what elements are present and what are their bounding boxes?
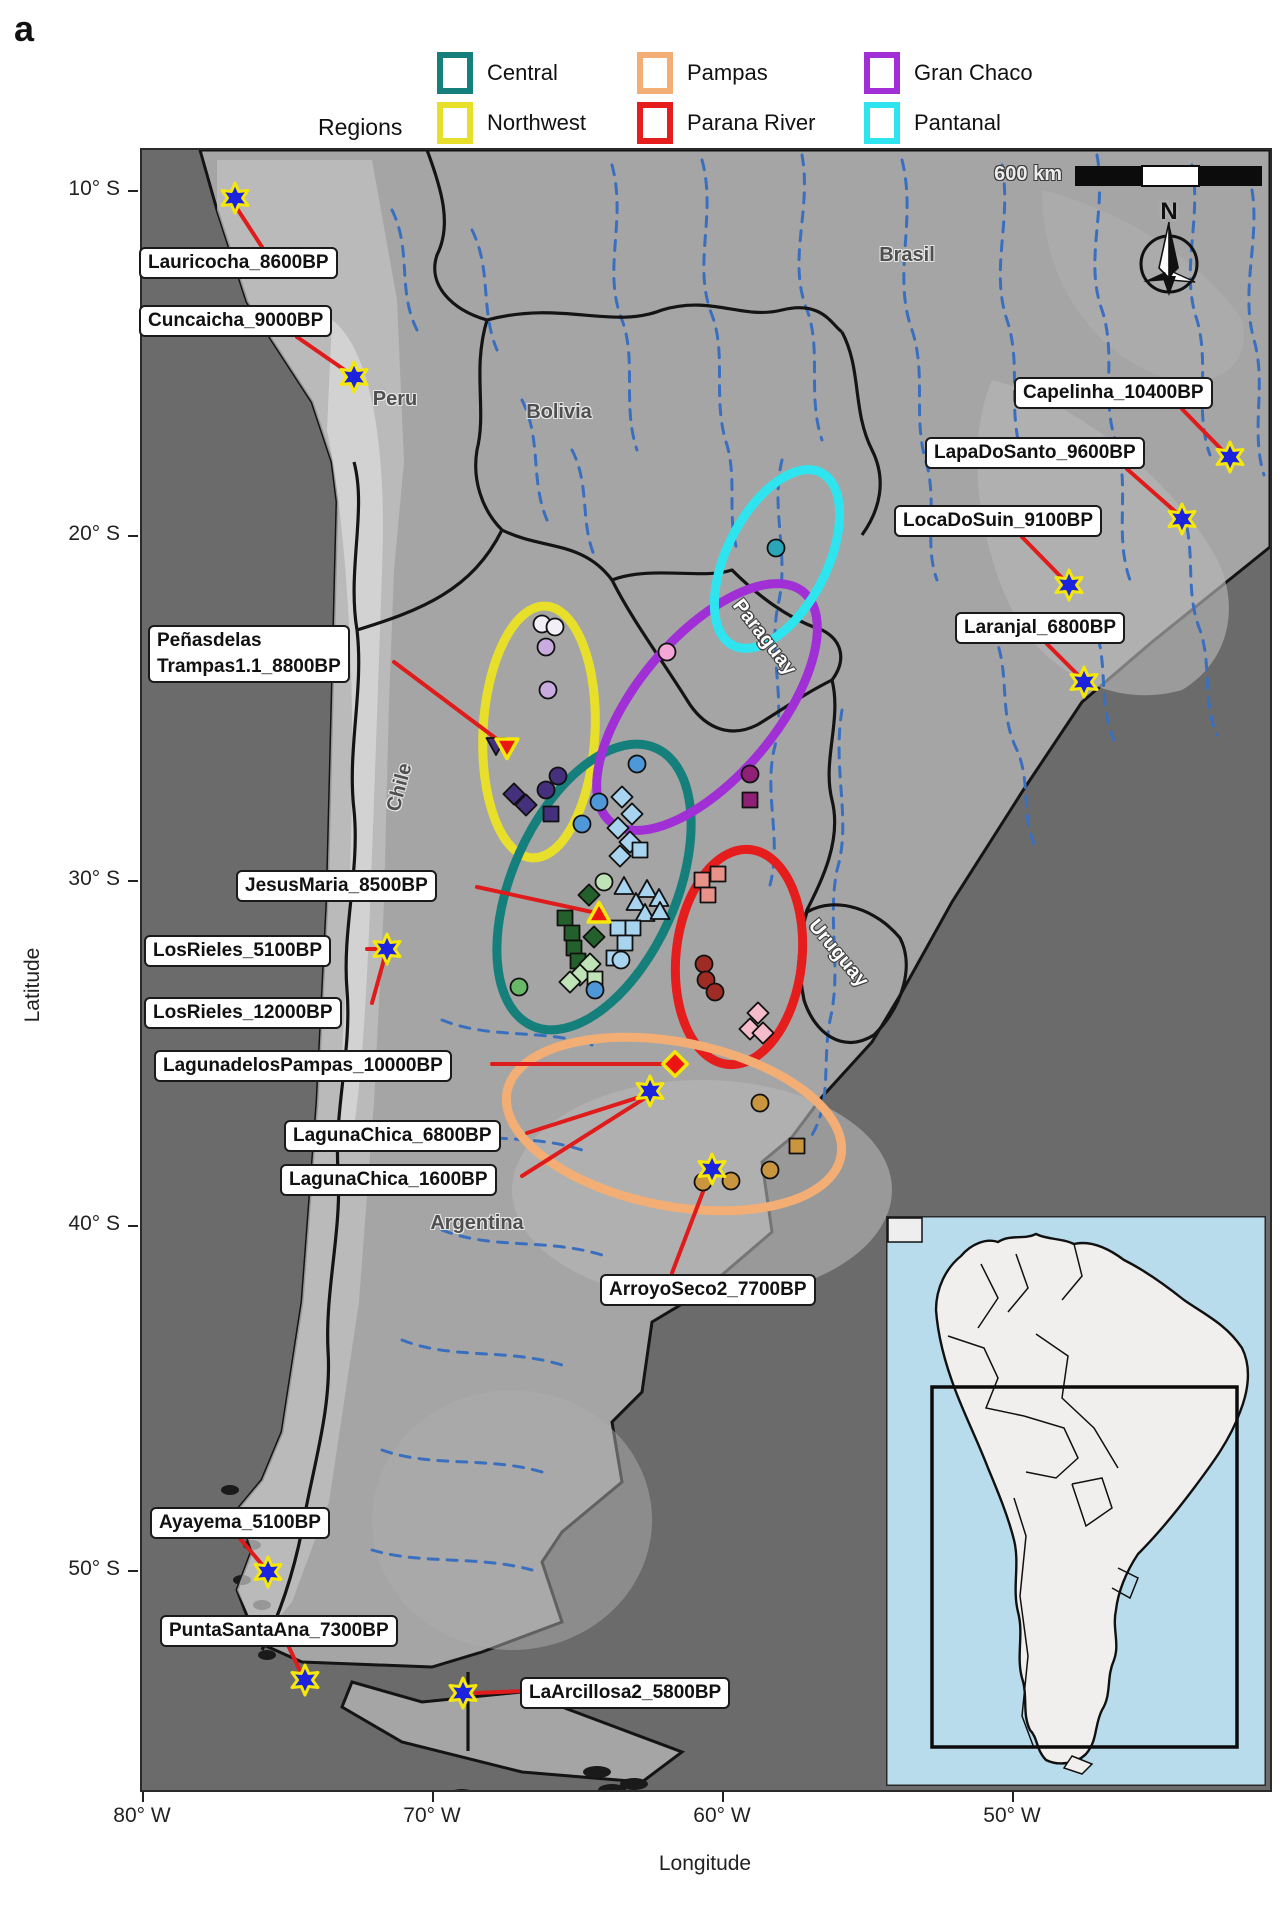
site-label: LosRieles_12000BP [144,997,342,1029]
site-label: PuntaSantaAna_7300BP [160,1615,398,1647]
label-connectors [235,208,1227,1695]
y-tick-mark [128,1225,138,1227]
site-label: LagunaChica_1600BP [280,1164,497,1196]
legend-item-central: Central [437,52,558,94]
y-axis-label: Latitude [21,947,44,1023]
x-tick-mark [142,1792,144,1802]
legend-swatch-icon [637,52,673,94]
legend-item-label: Parana River [687,110,816,135]
map-canvas[interactable]: 600 km N Peru Bolivia Brasil Chile Paraguay Uru… [139,148,1272,1792]
legend-item-northwest: Northwest [437,102,586,144]
panel-label: a [14,8,35,49]
inset-borders [947,1243,1139,1749]
legend-swatch-icon [864,52,900,94]
ancient-site-stars [220,181,1245,1710]
y-tick-label: 40° S [68,1212,120,1235]
site-star-icon[interactable] [1215,440,1245,474]
site-star-icon[interactable] [339,360,369,394]
site-label: Peñasdelas Trampas1.1_8800BP [148,625,350,683]
fjord-island [258,1650,276,1660]
site-label: LagunadelosPampas_10000BP [154,1050,452,1082]
x-tick-label: 60° W [693,1804,751,1827]
y-tick-mark [128,535,138,537]
country-label-argentina: Argentina [430,1212,524,1234]
x-axis-label: Longitude [658,1852,752,1875]
site-star-icon[interactable] [1054,568,1084,602]
y-tick-label: 50° S [68,1557,120,1580]
small-island [583,1766,611,1778]
site-label: LagunaChica_6800BP [284,1120,501,1152]
y-tick-label: 20° S [68,522,120,545]
sample-markers [485,538,806,1192]
inset-continent [934,1232,1250,1765]
site-star-icon[interactable] [448,1676,478,1710]
country-label-brasil: Brasil [879,244,935,266]
site-label: LapaDoSanto_9600BP [925,437,1145,469]
site-label: LaArcillosa2_5800BP [520,1677,731,1709]
x-tick-mark [1012,1792,1014,1802]
x-tick-mark [722,1792,724,1802]
site-star-icon[interactable] [290,1663,320,1697]
site-label: LosRieles_5100BP [144,935,331,967]
legend-item-label: Central [487,60,558,85]
x-tick-label: 70° W [403,1804,461,1827]
small-island [454,1789,470,1790]
site-label: Ayayema_5100BP [150,1507,330,1539]
compass-n-label: N [1160,198,1178,225]
north-arrow-icon [1139,221,1199,296]
fjord-island [221,1485,239,1495]
legend-item-label: Pantanal [914,110,1001,135]
y-tick-label: 30° S [68,867,120,890]
small-island [620,1778,648,1790]
legend-swatch-icon [637,102,673,144]
region-ellipse-gran-chaco [592,579,822,835]
region-ellipse-central [492,739,696,1035]
region-ellipse-parana-river [670,844,808,1070]
site-label: Cuncaicha_9000BP [139,305,333,337]
labeled-site-markers [494,737,689,1078]
y-tick-mark [128,1570,138,1572]
site-star-icon[interactable] [220,181,250,215]
legend-item-label: Northwest [487,110,587,135]
country-label-peru: Peru [372,388,418,410]
y-tick-mark [128,190,138,192]
region-ellipses [478,465,847,1216]
legend-item-label: Gran Chaco [914,60,1033,85]
legend-item-pantanal: Pantanal [864,102,1001,144]
y-tick-label: 10° S [68,177,120,200]
legend-item-label: Pampas [687,60,768,85]
legend-swatch-icon [437,52,473,94]
site-star-icon[interactable] [253,1555,283,1589]
site-label: Laranjal_6800BP [955,612,1126,644]
site-label: LocaDoSuin_9100BP [894,505,1103,537]
site-label: Lauricocha_8600BP [139,247,338,279]
site-label: Capelinha_10400BP [1014,377,1213,409]
region-ellipse-pampas [501,1032,847,1216]
site-star-icon[interactable] [1167,502,1197,536]
legend-item-pampas: Pampas [637,52,768,94]
x-tick-label: 80° W [113,1804,171,1827]
inset-overview-map [886,1216,1266,1786]
legend-swatch-icon [864,102,900,144]
inset-study-area-box [930,1385,1239,1749]
site-label: JesusMaria_8500BP [236,870,437,902]
site-label: ArroyoSeco2_7700BP [600,1274,816,1306]
legend-item-parana-river: Parana River [637,102,815,144]
legend-title: Regions [318,114,403,140]
small-island [598,1784,626,1790]
y-tick-mark [128,880,138,882]
x-tick-mark [432,1792,434,1802]
site-star-icon[interactable] [697,1152,727,1186]
legend-swatch-icon [437,102,473,144]
scale-bar [1075,165,1262,187]
country-label-bolivia: Bolivia [526,401,592,423]
site-star-icon[interactable] [1069,665,1099,699]
site-star-icon[interactable] [635,1074,665,1108]
region-ellipse-pantanal [709,465,845,653]
x-tick-label: 50° W [983,1804,1041,1827]
scale-bar-label: 600 km [994,163,1062,185]
legend-item-gran-chaco: Gran Chaco [864,52,1033,94]
site-star-icon[interactable] [372,932,402,966]
